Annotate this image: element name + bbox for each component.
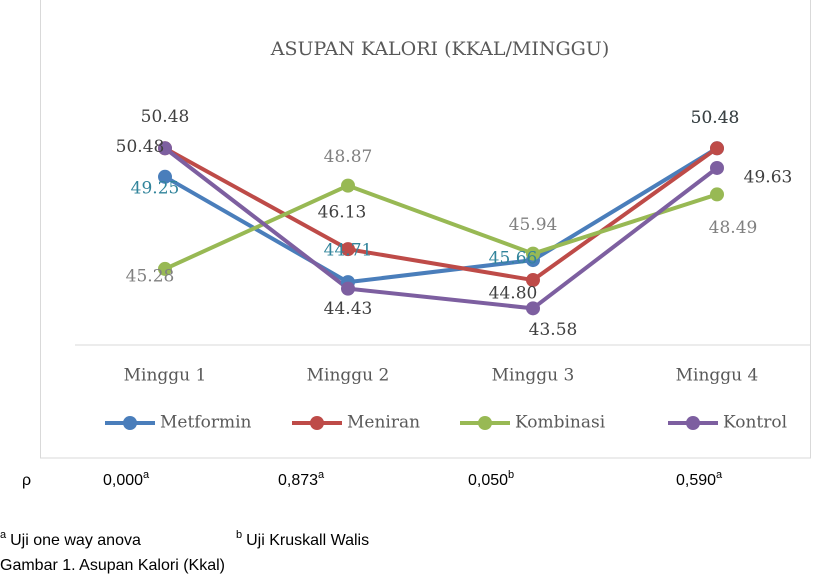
- data-label: 49.63: [744, 167, 793, 187]
- point: [341, 242, 355, 257]
- point: [158, 261, 172, 276]
- p-value-sup: a: [716, 469, 723, 481]
- data-label: 48.87: [324, 147, 373, 167]
- point: [341, 178, 355, 193]
- point: [158, 141, 172, 156]
- p-label: ρ: [22, 472, 31, 489]
- data-label: 46.13: [318, 203, 367, 223]
- p-value: 0,000a: [103, 469, 150, 489]
- point: [710, 141, 724, 156]
- chart-frame: [40, 0, 811, 459]
- p-value-sup: a: [143, 469, 150, 481]
- data-label: 45.94: [509, 215, 558, 235]
- footnote: b Uji Kruskall Walis: [236, 529, 369, 549]
- data-label: 48.49: [709, 218, 758, 238]
- data-label: 49.25: [131, 178, 180, 198]
- point: [158, 169, 172, 184]
- legend-label: Metformin: [160, 413, 252, 433]
- data-label: 44.80: [489, 284, 538, 304]
- p-value: 0,590a: [676, 469, 723, 489]
- legend-marker: [123, 416, 137, 430]
- point: [710, 187, 724, 202]
- point: [710, 160, 724, 175]
- legend-marker: [310, 416, 324, 430]
- p-value-text: 0,000: [103, 472, 143, 489]
- data-label: 44.71: [324, 241, 373, 261]
- series-line: [163, 146, 719, 283]
- data-label: 45.28: [126, 266, 175, 286]
- data-label: 50.48: [141, 107, 190, 127]
- p-value: 0,050b: [468, 469, 514, 489]
- p-value: 0,873a: [278, 469, 325, 489]
- footnote-sup: a: [0, 529, 7, 541]
- x-tick-label: Minggu 3: [492, 366, 575, 386]
- series-line: [163, 146, 719, 311]
- point: [526, 301, 540, 316]
- point: [341, 281, 355, 296]
- p-value-text: 0,590: [676, 472, 716, 489]
- data-label: 45.66: [489, 249, 538, 269]
- legend-label: Meniran: [347, 413, 420, 433]
- data-label: 50.48: [116, 137, 165, 157]
- legend-marker: [478, 416, 492, 430]
- series-line: [163, 146, 719, 285]
- data-label: 43.58: [529, 320, 578, 340]
- legend-label: Kombinasi: [515, 413, 606, 433]
- legend-marker: [686, 416, 700, 430]
- point: [526, 273, 540, 288]
- footnote-sup: b: [236, 529, 242, 541]
- p-value-text: 0,050: [468, 472, 508, 489]
- footnote-text: Uji one way anova: [10, 532, 141, 549]
- x-tick-label: Minggu 2: [307, 366, 390, 386]
- p-value-text: 0,873: [278, 472, 318, 489]
- x-tick-label: Minggu 1: [124, 366, 207, 386]
- data-label: 50.48: [691, 108, 740, 128]
- data-label: 50.48: [691, 108, 740, 128]
- legend-label: Kontrol: [723, 413, 787, 433]
- point: [526, 246, 540, 261]
- caption: Gambar 1. Asupan Kalori (Kkal): [0, 557, 225, 574]
- footnote: a Uji one way anova: [0, 529, 141, 549]
- chart-title: ASUPAN KALORI (KKAL/MINGGU): [270, 38, 610, 60]
- data-label: 44.43: [324, 299, 373, 319]
- p-value-sup: a: [318, 469, 325, 481]
- footnote-text: Uji Kruskall Walis: [246, 532, 369, 549]
- series-line: [163, 183, 719, 271]
- p-value-sup: b: [508, 469, 514, 481]
- x-tick-label: Minggu 4: [676, 366, 759, 386]
